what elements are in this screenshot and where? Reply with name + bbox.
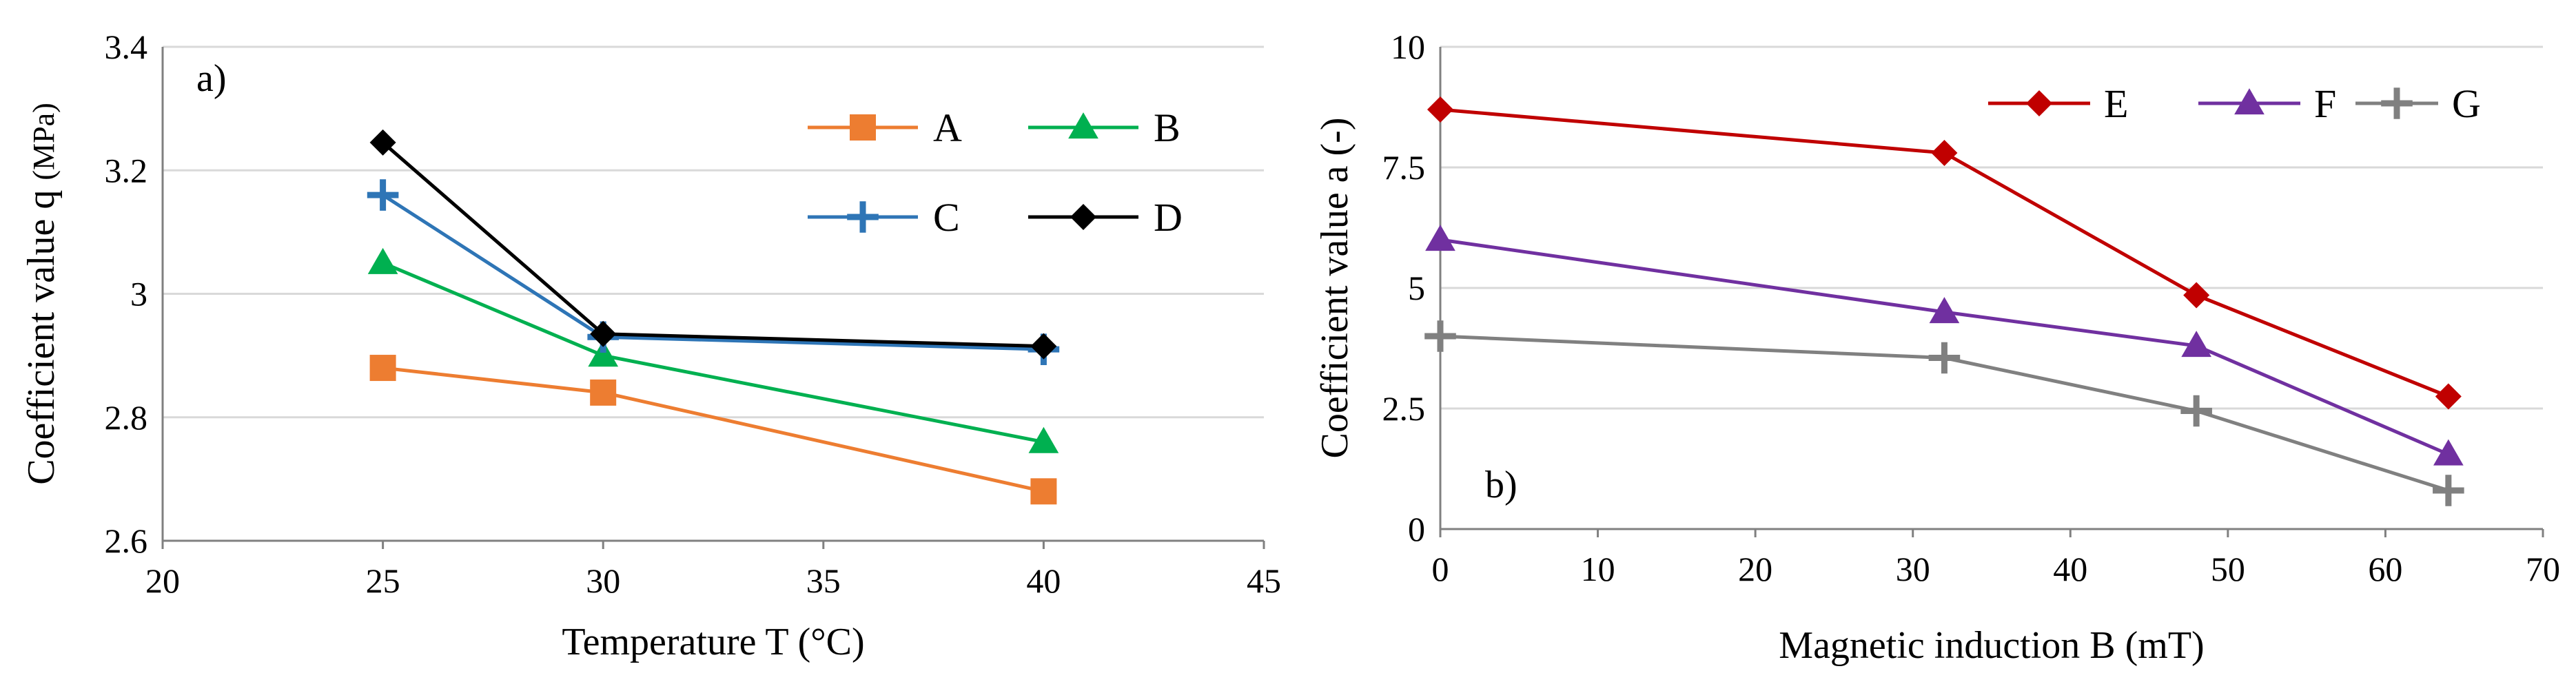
b-legend-G-label: G [2452, 81, 2481, 126]
b-x-tick-label: 0 [1432, 550, 1449, 588]
a-series-B-point-1 [588, 340, 619, 367]
a-y-tick-label: 2.6 [105, 521, 148, 560]
a-series-A-point-0 [369, 355, 396, 382]
a-panel-label: a) [196, 57, 227, 100]
a-series-B-point-2 [1028, 426, 1059, 453]
b-series-E-point-2 [2183, 282, 2210, 309]
b-series-F-point-3 [2433, 439, 2464, 466]
a-x-tick-label: 40 [1026, 561, 1061, 600]
b-y-tick-label: 7.5 [1382, 148, 1426, 187]
a-series-D-point-2 [1030, 333, 1057, 360]
b-x-tick-label: 50 [2211, 550, 2245, 588]
a-series-A-point-1 [590, 379, 617, 406]
a-series-A-point-2 [1030, 478, 1057, 505]
a-y-tick-label: 2.8 [105, 398, 148, 437]
a-legend-A-label: A [933, 105, 962, 150]
b-legend-F-label: F [2314, 81, 2336, 126]
a-y-axis-title-main: Coefficient value q [20, 180, 63, 485]
b-y-axis-title-main: Coefficient value a (-) [1313, 118, 1356, 459]
b-series-F-point-2 [2181, 331, 2211, 358]
b-legend-G-marker [2381, 87, 2413, 119]
a-y-axis-title: Coefficient value q (MPa) [20, 103, 63, 485]
b-y-tick-label: 0 [1408, 510, 1425, 548]
b-x-tick-label: 30 [1896, 550, 1930, 588]
a-series-D-line [381, 141, 1044, 349]
b-legend-E-label: E [2104, 81, 2128, 126]
b-series-F-line [1440, 238, 2449, 456]
a-series-D-point-0 [369, 129, 396, 156]
a-y-tick-label: 3.4 [105, 28, 148, 66]
a-legend-C-label: C [933, 195, 960, 240]
b-y-axis-title: Coefficient value a (-) [1313, 118, 1356, 459]
a-series-A-line [382, 366, 1044, 493]
b-x-tick-label: 60 [2368, 550, 2402, 588]
a-legend-A-marker [850, 114, 876, 141]
a-legend-B-marker [1068, 112, 1098, 139]
chart-b: 0 2.5 5 7.5 10 0 10 20 30 40 50 60 70 Magnetic induct… [1313, 28, 2560, 667]
a-legend-D-label: D [1154, 195, 1183, 240]
b-series-G-point-3 [2433, 475, 2464, 506]
b-y-tick-label: 2.5 [1382, 389, 1426, 428]
b-series-E-point-1 [1931, 140, 1958, 166]
a-x-tick-label: 30 [586, 561, 620, 600]
a-y-axis-title-unit: (MPa) [27, 103, 61, 180]
b-series-G-point-0 [1424, 320, 1456, 352]
b-series-F-point-1 [1929, 297, 1960, 324]
a-series-D-point-1 [590, 320, 617, 347]
b-y-tick-label: 10 [1391, 28, 1425, 66]
b-panel-label: b) [1485, 464, 1517, 506]
b-x-tick-label: 10 [1581, 550, 1615, 588]
b-series-G-line [1440, 334, 2449, 493]
a-legend-C-marker [847, 201, 879, 233]
b-x-axis-title: Magnetic induction B (mT) [1779, 624, 2204, 667]
b-legend-F-marker [2234, 88, 2265, 115]
chart-a: 2.6 2.8 3 3.2 3.4 20 25 30 35 40 45 Temperature T (… [20, 28, 1281, 663]
a-y-tick-label: 3.2 [105, 151, 148, 189]
b-series-G-point-2 [2180, 395, 2212, 427]
b-x-tick-label: 40 [2053, 550, 2087, 588]
a-x-tick-label: 20 [145, 561, 180, 600]
b-x-tick-label: 20 [1738, 550, 1772, 588]
a-series-C-point-0 [367, 179, 399, 211]
b-legend-E-marker [2026, 90, 2052, 116]
b-y-tick-label: 5 [1408, 269, 1425, 307]
a-series-B-point-0 [367, 247, 398, 274]
b-x-tick-label: 70 [2526, 550, 2560, 588]
b-series-E-line [1440, 107, 2449, 398]
a-x-axis-title: Temperature T (°C) [562, 621, 864, 663]
a-legend-D-marker [1070, 204, 1096, 230]
a-y-tick-label: 3 [130, 275, 147, 313]
a-x-tick-label: 25 [366, 561, 400, 600]
b-series-E-point-3 [2435, 383, 2462, 410]
b-series-F-point-0 [1425, 225, 1455, 251]
a-legend-B-label: B [1154, 105, 1180, 150]
b-series-G-point-1 [1928, 342, 1961, 374]
a-x-tick-label: 45 [1247, 561, 1281, 600]
a-series-B-line [382, 261, 1044, 444]
b-series-E-point-0 [1427, 96, 1453, 123]
a-x-tick-label: 35 [806, 561, 841, 600]
